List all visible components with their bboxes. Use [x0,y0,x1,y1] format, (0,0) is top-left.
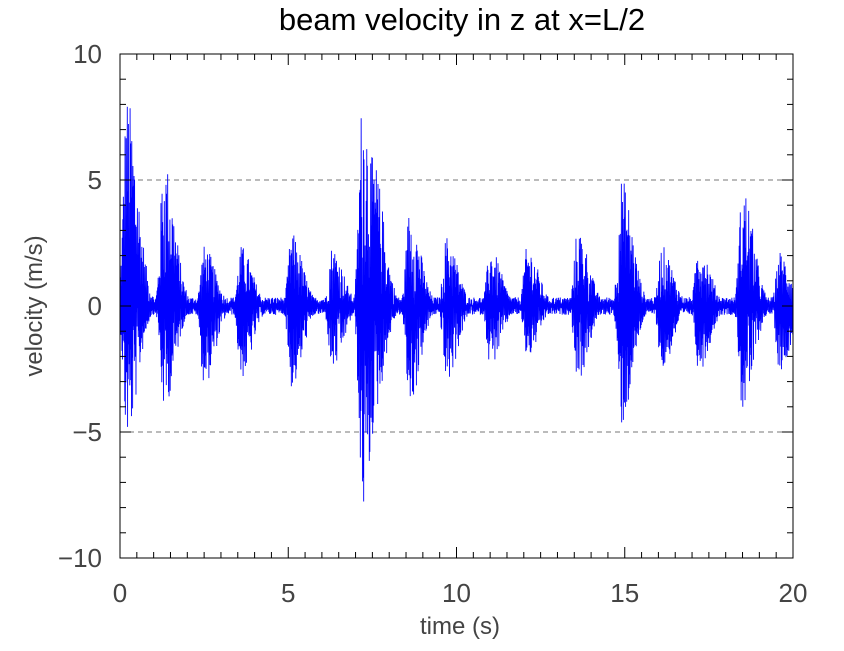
y-tick-label: 5 [88,165,102,195]
x-tick-label: 10 [442,578,471,608]
y-tick-label: −10 [58,543,102,573]
y-axis-label: velocity (m/s) [21,235,48,376]
y-tick-label: −5 [72,417,102,447]
x-tick-label: 20 [779,578,808,608]
series-line [119,106,794,502]
signal-series [119,106,794,502]
chart-title: beam velocity in z at x=L/2 [279,2,645,37]
axis-ticks [119,53,794,559]
y-tick-label: 0 [88,291,102,321]
x-tick-label: 15 [610,578,639,608]
x-tick-label: 0 [113,578,127,608]
x-tick-label: 5 [281,578,295,608]
x-axis-label: time (s) [420,613,500,640]
y-tick-label: 10 [73,39,102,69]
grid-lines [120,179,793,433]
tick-labels: 0 5 10 15 20 −10 −5 0 5 10 [58,39,808,608]
